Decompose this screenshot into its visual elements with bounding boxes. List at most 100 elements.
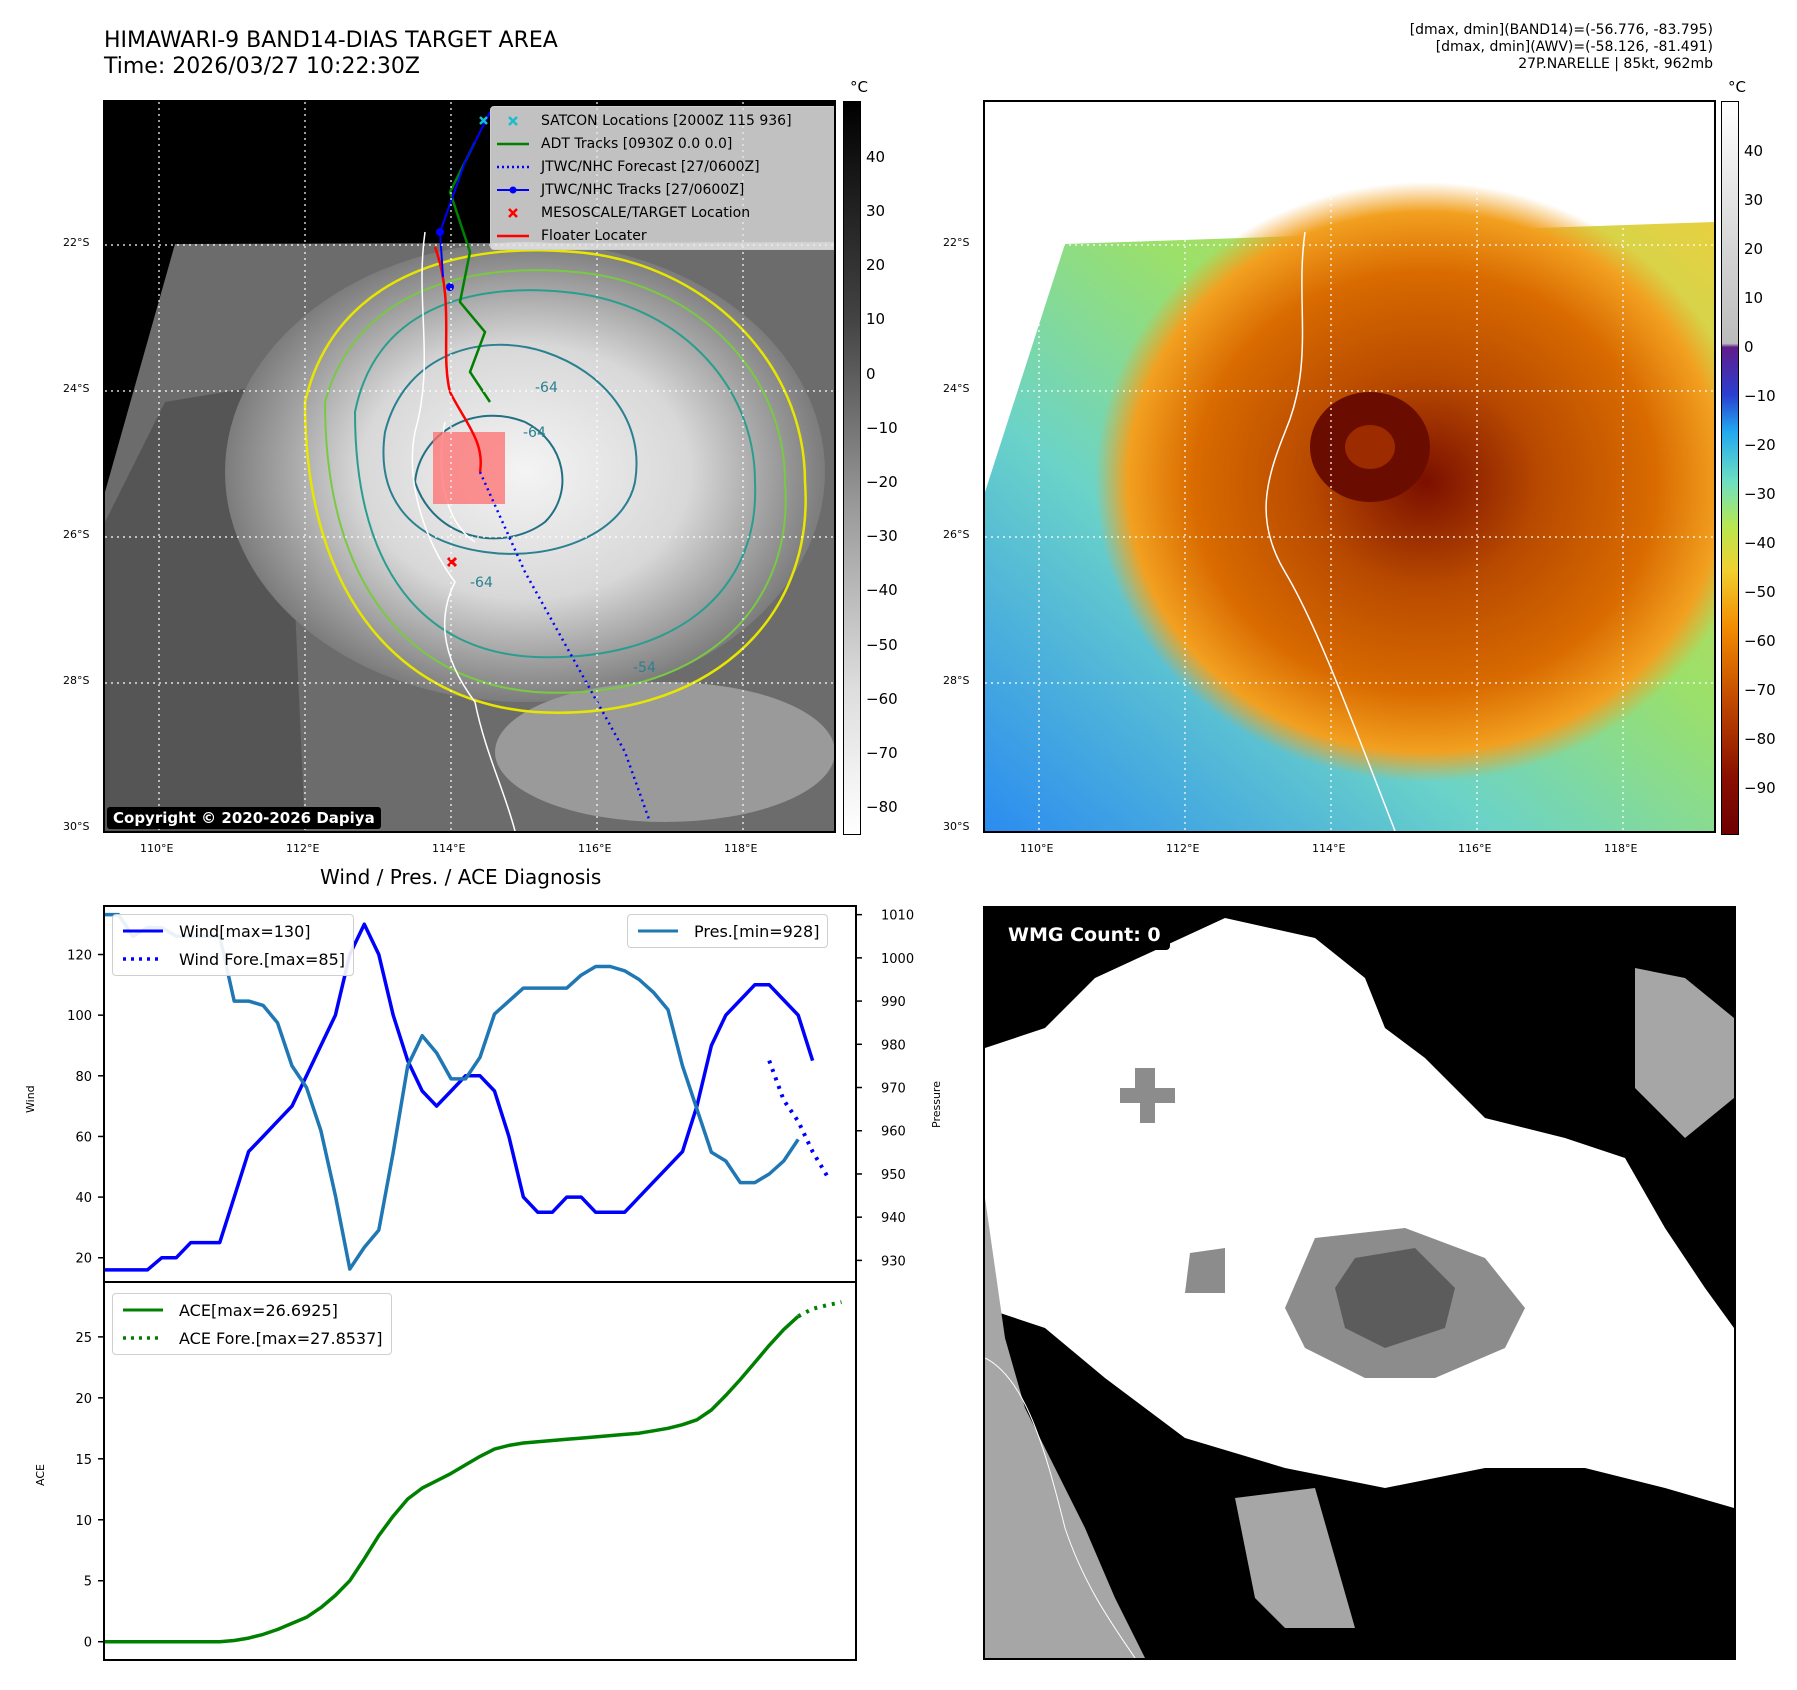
ace-plot: 0 5 10 15 20 25 — [75, 1300, 842, 1651]
series-line-ace-fore- — [797, 1300, 842, 1319]
wind-forecast-dotted-icon — [123, 957, 163, 961]
diagnosis-chart-title: Wind / Pres. / ACE Diagnosis — [320, 865, 602, 889]
storm-info: [dmax, dmin](BAND14)=(-56.776, -83.795) … — [1410, 22, 1713, 73]
legend-label: Wind Fore.[max=85] — [179, 949, 345, 969]
wmg-panel: WMG Count: 0 — [983, 906, 1736, 1660]
ace-y-tick-label: 15 — [75, 1453, 92, 1468]
cb-tick: −70 — [866, 744, 898, 762]
adt-line-icon — [497, 142, 529, 145]
pressure-y-tick-label: 1000 — [881, 952, 914, 967]
pressure-y-tick-label: 930 — [881, 1254, 906, 1269]
cb-tick: −10 — [1744, 387, 1776, 405]
legend-label: ACE Fore.[max=27.8537] — [179, 1328, 383, 1348]
cb-tick: 20 — [1744, 240, 1764, 258]
colorbar-gray — [843, 101, 861, 835]
contour-label: -64 — [470, 575, 493, 591]
contour-label: -54 — [633, 660, 656, 676]
ir-map-panel: -64 -64 -64 -54 SATCON Locations [2000Z … — [103, 100, 836, 833]
pressure-y-tick-label: 950 — [881, 1168, 906, 1183]
series-line-ace — [104, 1315, 800, 1644]
lon-label: 112°E — [286, 842, 320, 855]
lat-label: 30°S — [63, 820, 90, 833]
figure-title-line1: HIMAWARI-9 BAND14-DIAS TARGET AREA — [104, 28, 558, 53]
pressure-y-tick-label: 970 — [881, 1082, 906, 1097]
wind-y-tick-label: 60 — [75, 1130, 92, 1145]
wind-y-tick-label: 100 — [67, 1009, 92, 1024]
info-line1: [dmax, dmin](BAND14)=(-56.776, -83.795) — [1409, 22, 1713, 38]
cb-tick: −40 — [866, 581, 898, 599]
series-line-wind — [104, 922, 815, 1272]
legend-item-adt: ADT Tracks [0930Z 0.0 0.0] — [495, 132, 833, 155]
legend-item-floater: Floater Locater — [495, 224, 833, 247]
cb-tick: −60 — [1744, 632, 1776, 650]
colorbar-color — [1721, 101, 1739, 835]
wmg-count-badge: WMG Count: 0 — [999, 920, 1170, 950]
pressure-y-tick-label: 990 — [881, 995, 906, 1010]
pressure-y-tick-label: 960 — [881, 1125, 906, 1140]
lat-label: 22°S — [943, 236, 970, 249]
pressure-y-tick-label: 980 — [881, 1038, 906, 1053]
lat-label: 24°S — [943, 382, 970, 395]
lat-label: 26°S — [63, 528, 90, 541]
pressure-legend: Pres.[min=928] — [627, 914, 829, 948]
ir-map-image: -64 -64 -64 -54 — [105, 102, 834, 831]
legend-label: JTWC/NHC Forecast [27/0600Z] — [541, 158, 760, 175]
legend-item-pressure: Pres.[min=928] — [636, 917, 819, 945]
legend-item-ace-forecast: ACE Fore.[max=27.8537] — [121, 1324, 383, 1352]
legend-label: SATCON Locations [2000Z 115 936] — [541, 112, 792, 129]
lat-label: 28°S — [943, 674, 970, 687]
lat-label: 26°S — [943, 528, 970, 541]
legend-item-wind-forecast: Wind Fore.[max=85] — [121, 945, 345, 973]
cb-tick: −80 — [1744, 730, 1776, 748]
color-ir-map-image — [985, 102, 1714, 831]
wind-y-tick-label: 120 — [67, 949, 92, 964]
mesoscale-x-icon — [508, 207, 518, 218]
lat-label: 30°S — [943, 820, 970, 833]
pressure-line-icon — [638, 929, 678, 933]
cb-tick: −30 — [1744, 485, 1776, 503]
legend-item-wind: Wind[max=130] — [121, 917, 345, 945]
legend-label: MESOSCALE/TARGET Location — [541, 204, 751, 221]
ace-y-tick-label: 20 — [75, 1392, 92, 1407]
info-line2: [dmax, dmin](AWV)=(-58.126, -81.491) — [1435, 39, 1713, 55]
lon-label: 118°E — [724, 842, 758, 855]
cb-tick: −60 — [866, 690, 898, 708]
copyright-badge: Copyright © 2020-2026 Dapiya — [107, 807, 381, 829]
cb-tick: 10 — [866, 310, 886, 328]
cb-tick: −40 — [1744, 534, 1776, 552]
lon-label: 116°E — [1458, 842, 1492, 855]
legend-item-tracks: JTWC/NHC Tracks [27/0600Z] — [495, 178, 833, 201]
lon-label: 114°E — [1312, 842, 1346, 855]
cb-tick: 0 — [1744, 338, 1754, 356]
figure-title: HIMAWARI-9 BAND14-DIAS TARGET AREA Time:… — [104, 28, 558, 80]
lat-label: 28°S — [63, 674, 90, 687]
wind-y-tick-label: 20 — [75, 1252, 92, 1267]
cb-tick: 10 — [1744, 289, 1764, 307]
lat-label: 22°S — [63, 236, 90, 249]
lon-label: 112°E — [1166, 842, 1200, 855]
colorbar-gray-unit: °C — [850, 78, 868, 96]
colorbar-color-unit: °C — [1728, 78, 1746, 96]
pressure-y-tick-label: 1010 — [881, 909, 914, 924]
legend-item-mesoscale: MESOSCALE/TARGET Location — [495, 201, 833, 224]
legend-label: Floater Locater — [541, 227, 647, 244]
ace-y-tick-label: 5 — [84, 1575, 92, 1590]
lon-label: 114°E — [432, 842, 466, 855]
ace-plot-frame — [103, 1281, 857, 1661]
cb-tick: 40 — [866, 148, 886, 166]
series-line-wind-fore- — [767, 1059, 829, 1177]
lon-label: 110°E — [140, 842, 174, 855]
map-legend: SATCON Locations [2000Z 115 936] ADT Tra… — [490, 106, 834, 250]
ace-y-tick-label: 0 — [84, 1636, 92, 1651]
cb-tick: −90 — [1744, 779, 1776, 797]
wind-pressure-plot: 20 40 60 80 100 120 930 940 950 960 970 980 990 1000 1… — [67, 909, 914, 1272]
legend-label: JTWC/NHC Tracks [27/0600Z] — [541, 181, 745, 198]
lon-label: 118°E — [1604, 842, 1638, 855]
cb-tick: 30 — [1744, 191, 1764, 209]
color-ir-map-panel — [983, 100, 1716, 833]
cb-tick: −70 — [1744, 681, 1776, 699]
contour-label: -64 — [523, 425, 546, 441]
pressure-y-tick-label: 940 — [881, 1211, 906, 1226]
cb-tick: −10 — [866, 419, 898, 437]
cb-tick: −50 — [1744, 583, 1776, 601]
